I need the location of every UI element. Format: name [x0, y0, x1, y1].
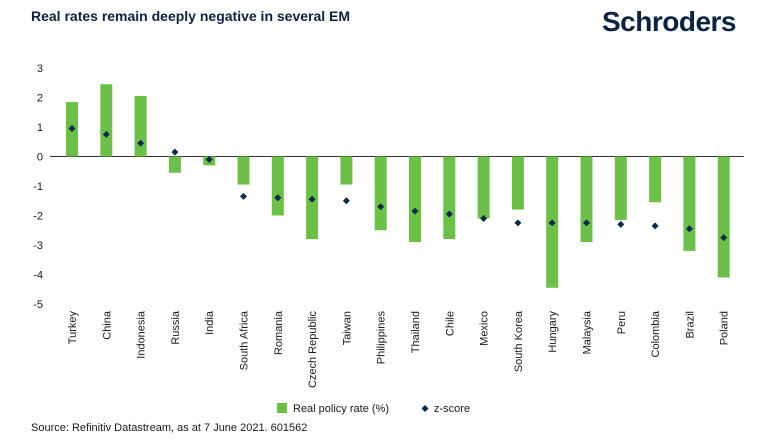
zscore-marker-indonesia — [137, 139, 145, 147]
x-tick-label: Czech Republic — [307, 311, 319, 389]
brand-logo: Schroders — [602, 6, 737, 37]
bar-peru — [614, 156, 627, 220]
y-tick-label: 3 — [37, 63, 43, 75]
x-tick-label: Hungary — [547, 311, 559, 353]
y-tick-label: 1 — [37, 122, 43, 134]
y-tick-label: -4 — [33, 270, 43, 282]
y-tick-label: 2 — [37, 93, 43, 105]
y-tick-label: -1 — [33, 181, 43, 193]
y-axis: 3 2 1 0 -1 -2 -3 -4 -5 — [33, 63, 43, 311]
zscore-marker-south-africa — [240, 192, 247, 200]
zscore-marker-czech-republic — [308, 195, 316, 203]
x-tick-label: Thailand — [410, 311, 422, 353]
zscore-marker-peru — [617, 220, 625, 228]
bar-china — [100, 84, 113, 157]
legend: Real policy rate (%) z-score — [277, 403, 470, 415]
zscore-marker-colombia — [651, 222, 659, 230]
bar-south-africa — [237, 156, 250, 185]
x-tick-label: South Africa — [239, 310, 251, 370]
x-tick-label: Poland — [719, 311, 731, 345]
bar-poland — [717, 156, 730, 278]
legend-label-marker: z-score — [434, 403, 470, 415]
x-tick-label: Philippines — [376, 311, 388, 365]
x-tick-label: Peru — [616, 311, 628, 334]
zscore-marker-taiwan — [342, 197, 350, 205]
bars-group — [66, 84, 730, 288]
zscore-marker-thailand — [411, 207, 419, 215]
x-axis-labels: Turkey China Indonesia Russia India South Afr… — [67, 310, 731, 388]
bar-philippines — [374, 156, 387, 231]
chart-title: Real rates remain deeply negative in sev… — [31, 8, 351, 24]
x-tick-label: Turkey — [67, 311, 79, 345]
legend-label-bar: Real policy rate (%) — [293, 403, 389, 415]
bar-thailand — [409, 156, 421, 243]
x-tick-label: Malaysia — [582, 310, 594, 354]
bar-romania — [271, 156, 284, 216]
bar-chile — [443, 156, 456, 240]
markers-group — [68, 124, 728, 242]
y-tick-label: -2 — [33, 211, 43, 223]
zscore-marker-chile — [445, 210, 453, 218]
source-note: Source: Refinitiv Datastream, as at 7 Ju… — [31, 422, 308, 434]
y-tick-label: 0 — [37, 152, 43, 164]
y-tick-label: -3 — [33, 240, 43, 252]
zscore-marker-turkey — [68, 124, 76, 132]
bar-colombia — [649, 156, 662, 203]
bar-indonesia — [134, 96, 147, 157]
x-tick-label: Romania — [273, 310, 285, 355]
legend-swatch-marker — [421, 405, 429, 412]
zscore-marker-romania — [274, 194, 282, 202]
zscore-marker-china — [102, 130, 110, 138]
x-tick-label: South Korea — [513, 310, 525, 372]
bar-taiwan — [340, 156, 353, 185]
zscore-marker-india — [205, 155, 213, 163]
zscore-marker-south-korea — [514, 219, 522, 227]
x-tick-label: Brazil — [684, 311, 696, 339]
zscore-marker-brazil — [685, 225, 693, 233]
bar-brazil — [683, 156, 696, 251]
zscore-marker-philippines — [377, 203, 385, 211]
x-tick-label: Taiwan — [341, 311, 353, 345]
x-tick-label: Mexico — [479, 311, 491, 346]
zscore-marker-mexico — [480, 214, 488, 222]
zscore-marker-poland — [720, 234, 728, 242]
x-tick-label: India — [204, 310, 216, 335]
bar-malaysia — [580, 156, 593, 243]
bar-mexico — [477, 156, 490, 219]
x-tick-label: China — [101, 310, 113, 340]
zscore-marker-malaysia — [583, 219, 590, 227]
bar-russia — [168, 156, 181, 173]
zscore-marker-hungary — [548, 219, 556, 227]
y-tick-label: -5 — [33, 299, 43, 311]
x-tick-label: Indonesia — [136, 310, 148, 359]
bar-south-korea — [511, 156, 524, 210]
x-tick-label: Colombia — [650, 310, 662, 357]
x-tick-label: Russia — [170, 310, 182, 345]
x-tick-label: Chile — [444, 311, 456, 336]
legend-swatch-bar — [277, 403, 287, 413]
zscore-marker-russia — [171, 148, 179, 156]
